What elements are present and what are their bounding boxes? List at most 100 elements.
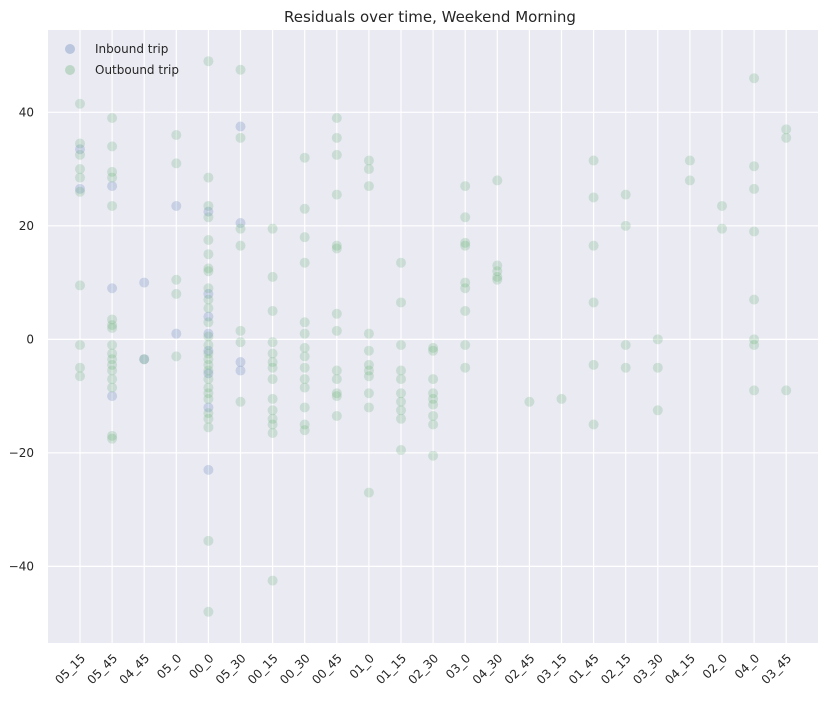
data-point: [171, 200, 182, 211]
data-point: [299, 257, 310, 268]
data-point: [492, 274, 503, 285]
data-point: [460, 305, 471, 316]
data-point: [75, 138, 85, 149]
data-point: [299, 232, 310, 243]
data-point: [107, 141, 118, 152]
data-point: [331, 388, 342, 399]
data-point: [75, 144, 85, 155]
data-point: [203, 311, 214, 322]
data-point: [781, 385, 792, 396]
data-point: [235, 365, 246, 376]
data-point: [203, 331, 214, 342]
data-point: [299, 374, 310, 385]
data-point: [203, 374, 214, 385]
data-point: [588, 155, 599, 166]
x-tick-label: 03_15: [534, 651, 570, 687]
data-point: [299, 328, 310, 339]
data-point: [107, 359, 118, 370]
data-point: [203, 288, 214, 299]
data-point: [363, 155, 374, 166]
data-point: [203, 206, 214, 217]
data-point: [203, 606, 214, 617]
legend-label: Outbound trip: [95, 63, 179, 77]
data-point: [235, 121, 246, 132]
data-point: [107, 166, 118, 177]
data-point: [363, 164, 374, 175]
data-point: [139, 354, 150, 365]
data-point: [203, 345, 214, 356]
data-point: [107, 322, 118, 333]
data-point: [139, 354, 150, 365]
data-point: [203, 422, 214, 433]
data-point: [267, 427, 278, 438]
data-point: [396, 340, 406, 351]
data-point: [75, 340, 85, 351]
data-point: [203, 382, 214, 393]
data-point: [203, 249, 214, 260]
y-tick-label: 0: [26, 332, 34, 346]
data-point: [428, 399, 439, 410]
data-point: [588, 419, 599, 430]
data-point: [235, 240, 246, 251]
data-point: [749, 161, 760, 172]
data-point: [299, 203, 310, 214]
y-tick-label: −40: [9, 559, 34, 573]
data-point: [331, 410, 342, 421]
data-point: [75, 362, 85, 373]
data-point: [363, 365, 374, 376]
data-point: [396, 374, 406, 385]
data-point: [203, 200, 214, 211]
data-point: [203, 535, 214, 546]
grid-lines: [48, 30, 818, 643]
data-point: [749, 340, 760, 351]
data-point: [107, 365, 118, 376]
data-point: [396, 405, 406, 416]
data-point: [107, 283, 118, 294]
data-point: [171, 328, 182, 339]
x-tick-label: 00_15: [245, 651, 281, 687]
data-point: [107, 374, 118, 385]
data-point: [299, 419, 310, 430]
data-point: [492, 175, 503, 186]
data-point: [235, 396, 246, 407]
data-point: [203, 393, 214, 404]
data-point: [75, 280, 85, 291]
data-point: [75, 164, 85, 175]
data-point: [203, 402, 214, 413]
data-point: [781, 124, 792, 135]
y-tick-label: 40: [19, 105, 34, 119]
data-point: [107, 382, 118, 393]
data-point: [203, 368, 214, 379]
data-point: [107, 314, 118, 325]
data-point: [235, 217, 246, 228]
x-tick-label: 05_30: [213, 651, 249, 687]
data-point: [620, 189, 631, 200]
data-point: [267, 419, 278, 430]
data-point: [203, 212, 214, 223]
data-point: [428, 388, 439, 399]
data-point: [363, 328, 374, 339]
data-point: [171, 288, 182, 299]
data-point: [428, 345, 439, 356]
data-point: [299, 425, 310, 436]
data-point: [717, 223, 727, 234]
x-tick-label: 02_15: [598, 651, 634, 687]
data-point: [331, 308, 342, 319]
data-point: [588, 297, 599, 308]
x-tick-label: 02_0: [700, 651, 730, 681]
data-point: [749, 226, 760, 237]
x-tick-label: 00_45: [309, 651, 345, 687]
data-point: [107, 181, 118, 192]
data-point: [267, 362, 278, 373]
data-point: [652, 362, 663, 373]
data-point: [75, 149, 85, 160]
data-point: [492, 266, 503, 277]
data-point: [331, 189, 342, 200]
data-point: [492, 271, 503, 282]
data-point: [203, 359, 214, 370]
data-point: [299, 317, 310, 328]
x-tick-label: 04_30: [470, 651, 506, 687]
data-point: [107, 354, 118, 365]
data-point: [267, 413, 278, 424]
